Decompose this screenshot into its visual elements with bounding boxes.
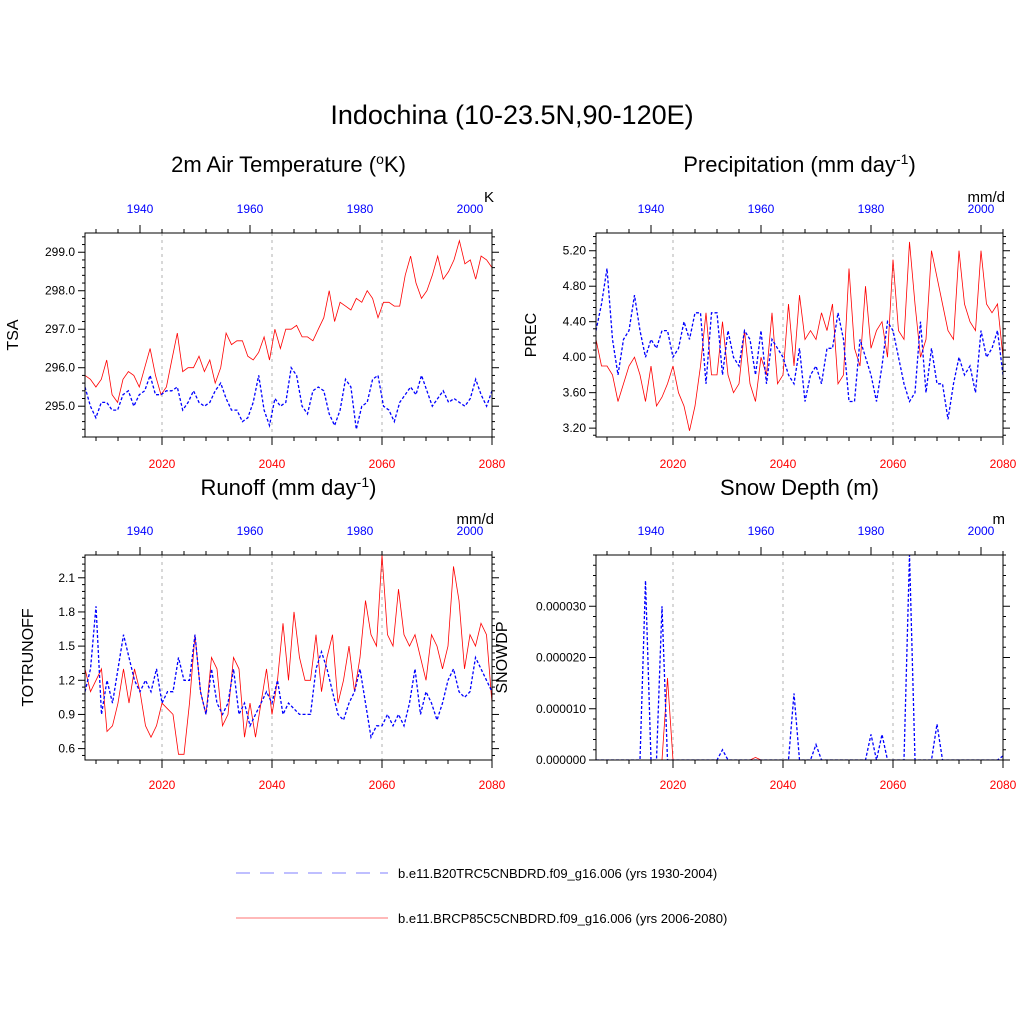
- x-tick-label-bottom: 2080: [479, 457, 506, 471]
- panel-title-tail: K): [384, 152, 406, 177]
- x-tick-label-bottom: 2040: [770, 778, 797, 792]
- y-tick-label: 299.0: [45, 245, 75, 259]
- series-line-historical: [85, 366, 492, 430]
- units-label: mm/d: [457, 511, 495, 528]
- y-tick-label: 3.60: [563, 386, 587, 400]
- panel-title-tail: ): [369, 475, 376, 500]
- x-tick-label-bottom: 2040: [770, 457, 797, 471]
- y-tick-label: 298.0: [45, 284, 75, 298]
- panel-tsa: 2m Air Temperature (oK) K 2020 2040 2060 2080…: [5, 151, 506, 471]
- y-tick-label: 296.0: [45, 361, 75, 375]
- figure-title: Indochina (10-23.5N,90-120E): [330, 100, 694, 130]
- plot-frame: [84, 232, 493, 438]
- x-tick-label-bottom: 2060: [369, 778, 396, 792]
- x-tick-label-top: 1980: [858, 524, 885, 538]
- y-tick-label: 295.0: [45, 399, 75, 413]
- y-tick-label: 5.20: [563, 244, 587, 258]
- plot-frame: [84, 554, 493, 761]
- panel-title-sup: -1: [357, 474, 370, 490]
- legend: b.e11.B20TRC5CNBDRD.f09_g16.006 (yrs 193…: [236, 866, 727, 926]
- series-line-historical: [596, 268, 1003, 420]
- x-tick-label-top: 1980: [347, 202, 374, 216]
- panel-title-sup: -1: [896, 151, 909, 167]
- x-tick-label-top: 2000: [457, 202, 484, 216]
- x-tick-label-bottom: 2060: [880, 778, 907, 792]
- x-tick-label-top: 1940: [638, 524, 665, 538]
- plot-frame: [595, 232, 1004, 438]
- x-tick-label-top: 2000: [968, 202, 995, 216]
- units-label: mm/d: [968, 189, 1006, 206]
- y-tick-label: 1.5: [58, 639, 75, 653]
- x-tick-label-bottom: 2020: [660, 457, 687, 471]
- x-tick-label-bottom: 2060: [369, 457, 396, 471]
- y-tick-label: 0.000000: [536, 753, 586, 767]
- series-line-rcp85: [85, 239, 492, 404]
- y-tick-label: 4.80: [563, 279, 587, 293]
- x-tick-label-top: 1940: [127, 202, 154, 216]
- x-tick-label-bottom: 2020: [660, 778, 687, 792]
- x-tick-label-bottom: 2020: [149, 457, 176, 471]
- plot-frame: [595, 554, 1004, 761]
- y-axis-label: PREC: [523, 313, 540, 357]
- panel-title: 2m Air Temperature (oK): [171, 151, 406, 177]
- panels-group: 2m Air Temperature (oK) K 2020 2040 2060 2080…: [5, 151, 1017, 792]
- x-tick-label-top: 2000: [968, 524, 995, 538]
- panel-title: Precipitation (mm day-1): [683, 151, 916, 177]
- y-axis-label: SNOWDP: [494, 622, 511, 694]
- x-tick-label-bottom: 2040: [259, 457, 286, 471]
- series-line-historical: [85, 606, 492, 740]
- x-tick-label-top: 1960: [748, 524, 775, 538]
- x-tick-label-top: 1980: [347, 524, 374, 538]
- x-tick-label-bottom: 2080: [479, 778, 506, 792]
- panel-title: Snow Depth (m): [720, 475, 879, 500]
- series-line-rcp85: [85, 555, 492, 755]
- y-tick-label: 0.000010: [536, 702, 586, 716]
- panel-prec: Precipitation (mm day-1) mm/d 2020 2040 2060…: [523, 151, 1017, 471]
- x-tick-label-bottom: 2060: [880, 457, 907, 471]
- y-tick-label: 3.20: [563, 421, 587, 435]
- x-tick-label-top: 1940: [638, 202, 665, 216]
- series-line-historical: [596, 555, 1003, 760]
- x-tick-label-top: 1940: [127, 524, 154, 538]
- x-tick-label-top: 1960: [237, 524, 264, 538]
- panel-totrunoff: Runoff (mm day-1) mm/d 2020 2040 2060 2080 194…: [20, 474, 506, 792]
- y-tick-label: 0.9: [58, 707, 75, 721]
- x-tick-label-top: 1960: [748, 202, 775, 216]
- y-tick-label: 0.000020: [536, 651, 586, 665]
- y-tick-label: 0.000030: [536, 599, 586, 613]
- y-tick-label: 1.2: [58, 673, 75, 687]
- x-tick-label-top: 1960: [237, 202, 264, 216]
- y-axis-label: TOTRUNOFF: [20, 608, 37, 707]
- y-tick-label: 4.00: [563, 350, 587, 364]
- y-tick-label: 0.6: [58, 742, 75, 756]
- panel-snowdp: Snow Depth (m) m 2020 2040 2060 2080 1940 1960 1…: [494, 475, 1017, 792]
- x-tick-label-bottom: 2040: [259, 778, 286, 792]
- y-axis-label: TSA: [5, 319, 22, 350]
- y-tick-label: 297.0: [45, 322, 75, 336]
- x-tick-label-top: 1980: [858, 202, 885, 216]
- y-tick-label: 1.8: [58, 605, 75, 619]
- panel-title: Runoff (mm day-1): [201, 474, 377, 500]
- x-tick-label-bottom: 2080: [990, 457, 1017, 471]
- x-tick-label-top: 2000: [457, 524, 484, 538]
- units-label: m: [993, 511, 1006, 528]
- y-tick-label: 4.40: [563, 315, 587, 329]
- x-tick-label-bottom: 2020: [149, 778, 176, 792]
- panel-title-tail: ): [908, 152, 915, 177]
- y-tick-label: 2.1: [58, 571, 75, 585]
- legend-label: b.e11.B20TRC5CNBDRD.f09_g16.006 (yrs 193…: [398, 866, 717, 881]
- series-line-rcp85: [596, 677, 1003, 760]
- panel-title-sup: o: [376, 151, 384, 167]
- units-label: K: [484, 189, 494, 206]
- series-line-rcp85: [596, 241, 1003, 431]
- x-tick-label-bottom: 2080: [990, 778, 1017, 792]
- legend-label: b.e11.BRCP85C5CNBDRD.f09_g16.006 (yrs 20…: [398, 911, 727, 926]
